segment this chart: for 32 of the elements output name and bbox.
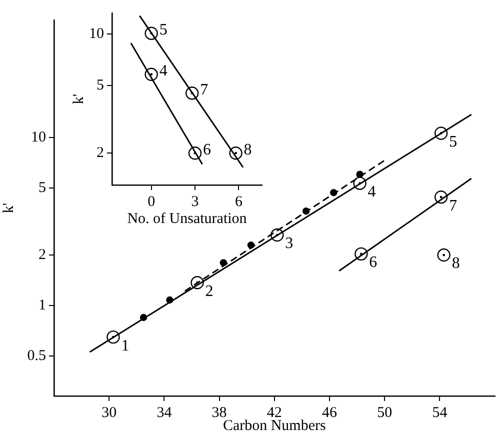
x-tick-label: 3: [191, 194, 199, 210]
y-tick-label: 2: [38, 246, 46, 263]
x-tick-label: 30: [102, 404, 117, 421]
annotation: 6: [369, 254, 378, 272]
y-tick-label: 1: [38, 298, 46, 314]
annotation: 3: [285, 235, 294, 252]
y-axis-title: k': [0, 202, 17, 214]
annotation: 5: [159, 22, 168, 39]
annotation: 7: [449, 197, 458, 214]
annotation: 4: [368, 184, 376, 201]
annotation: 8: [452, 255, 460, 272]
y-tick-label: 2: [96, 145, 104, 162]
x-tick-label: 0: [148, 194, 156, 210]
y-tick-label: 10: [89, 26, 104, 42]
annotation: 7: [200, 81, 208, 98]
point: [437, 248, 450, 262]
annotation: 5: [449, 133, 458, 150]
x-axis-title: No. of Unsaturation: [127, 210, 248, 227]
x-tick-label: 50: [377, 404, 392, 421]
annotation: 1: [121, 337, 130, 354]
annotation: 8: [244, 141, 252, 158]
y-tick-label: 5: [38, 180, 46, 196]
y-tick-label: 0.5: [27, 348, 46, 364]
y-axis-title: k': [70, 94, 87, 104]
x-tick-label: 6: [234, 194, 243, 210]
y-tick-label: 10: [31, 129, 46, 146]
x-tick-label: 34: [156, 404, 172, 421]
y-tick-label: 5: [96, 77, 104, 94]
annotation: 2: [205, 282, 214, 300]
x-tick-label: 54: [432, 404, 448, 421]
annotation: 6: [203, 141, 212, 158]
annotation: 4: [159, 62, 168, 80]
